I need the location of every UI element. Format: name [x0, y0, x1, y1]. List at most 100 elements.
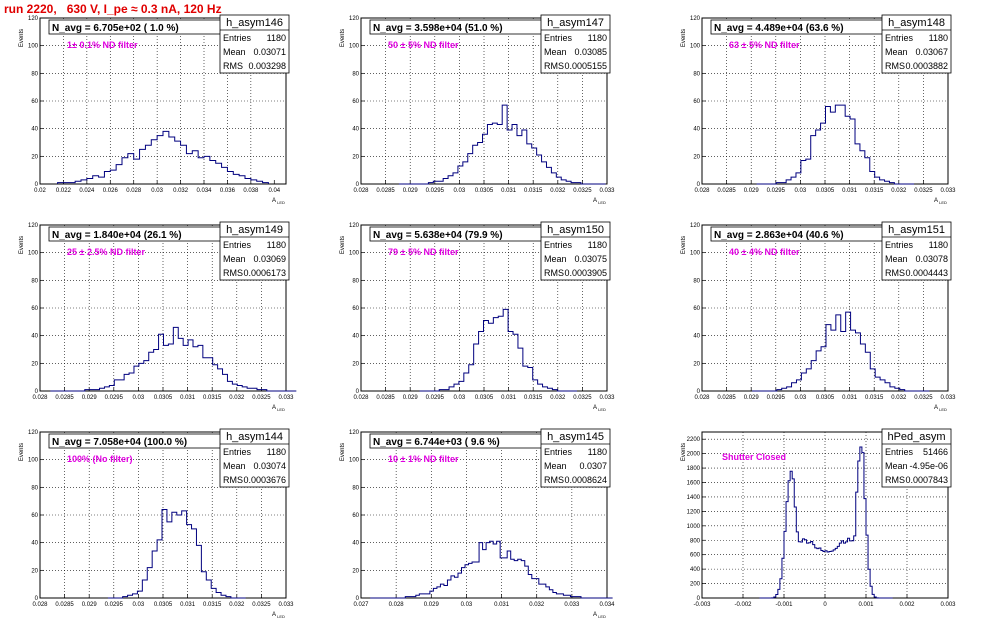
- x-tick-label: 0.033: [599, 395, 615, 401]
- y-tick-label: 120: [349, 430, 360, 436]
- x-tick-label: 0.031: [842, 395, 858, 401]
- stats-label: Mean: [223, 47, 246, 57]
- x-tick-label: 0.03: [454, 188, 466, 194]
- panel-hPed_asym: -0.003 -0.002 -0.001 0 0.001 0.002 0.003 0 200 40…: [681, 428, 956, 608]
- stats-label: Entries: [885, 33, 914, 43]
- y-tick-label: 40: [352, 334, 359, 340]
- stats-value: 0.0307: [579, 461, 607, 471]
- x-tick-label: 0.0305: [475, 188, 494, 194]
- x-tick-label: 0.0315: [865, 188, 884, 194]
- x-axis-label: A LED: [593, 612, 606, 619]
- y-tick-label: 120: [28, 16, 39, 22]
- stats-label: Mean: [223, 254, 246, 264]
- stats-label: Mean: [544, 254, 567, 264]
- x-tick-label: 0.029: [82, 602, 98, 608]
- x-tick-label: 0.032: [550, 188, 566, 194]
- navg-label: N_avg = 2.863e+04 (40.6 %): [714, 230, 844, 241]
- x-tick-label: 0.0295: [767, 395, 786, 401]
- y-tick-label: 60: [352, 99, 359, 105]
- x-tick-label: 0.03: [151, 188, 163, 194]
- x-tick-label: 0.029: [403, 188, 419, 194]
- x-tick-label: 0.031: [501, 395, 517, 401]
- y-tick-label: 120: [690, 16, 701, 22]
- stats-value: 1180: [267, 33, 286, 43]
- x-axis-label: A LED: [272, 612, 285, 619]
- stats-label: Entries: [544, 33, 573, 43]
- y-tick-label: 20: [693, 154, 700, 160]
- stats-label: RMS: [223, 61, 243, 71]
- x-tick-label: 0.0285: [55, 395, 74, 401]
- y-tick-label: 20: [352, 154, 359, 160]
- y-tick-label: 400: [690, 567, 701, 573]
- x-tick-label: 0.0315: [524, 395, 543, 401]
- x-tick-label: 0.03: [461, 602, 473, 608]
- x-tick-label: -0.001: [775, 602, 793, 608]
- x-tick-label: 0.028: [353, 188, 369, 194]
- x-tick-label: 0.032: [891, 188, 907, 194]
- navg-label: N_avg = 1.840e+04 (26.1 %): [52, 230, 182, 241]
- stats-value: 1180: [588, 240, 607, 250]
- y-tick-label: 100: [28, 458, 39, 464]
- x-tick-label: 0.029: [424, 602, 440, 608]
- histogram-line: [107, 508, 246, 599]
- y-tick-label: 40: [352, 127, 359, 133]
- navg-label: N_avg = 5.638e+04 (79.9 %): [373, 230, 503, 241]
- x-tick-label: 0.0295: [105, 602, 124, 608]
- panel-h_asym151: 0.028 0.0285 0.029 0.0295 0.03 0.0305 0.031 0.0…: [681, 221, 956, 412]
- y-tick-label: 0: [697, 389, 701, 395]
- y-tick-label: 20: [352, 568, 359, 574]
- x-tick-label: 0.031: [180, 602, 196, 608]
- x-tick-label: 0.024: [79, 188, 95, 194]
- stats-label: Entries: [885, 240, 914, 250]
- stats-value: 0.03071: [253, 47, 286, 57]
- y-tick-label: 20: [31, 568, 38, 574]
- y-tick-label: 40: [31, 127, 38, 133]
- y-axis-label: Events: [19, 29, 25, 47]
- x-tick-label: 0.0285: [376, 395, 395, 401]
- y-tick-label: 40: [352, 541, 359, 547]
- stats-box: [540, 14, 611, 74]
- x-tick-label: 0.0325: [573, 188, 592, 194]
- x-tick-label: 0.0285: [717, 188, 736, 194]
- y-tick-label: 0: [697, 182, 701, 188]
- navg-label: N_avg = 6.705e+02 ( 1.0 %): [52, 23, 179, 34]
- stats-label: Mean: [885, 461, 908, 471]
- stats-label: Entries: [885, 447, 914, 457]
- y-tick-label: 80: [31, 485, 38, 491]
- y-tick-label: 1200: [687, 509, 701, 515]
- histogram-line: [57, 130, 269, 184]
- x-tick-label: 0.028: [694, 395, 710, 401]
- x-tick-label: 0.026: [103, 188, 119, 194]
- x-tick-label: 0.0285: [55, 602, 74, 608]
- x-tick-label: 0.02: [34, 188, 46, 194]
- y-tick-label: 20: [31, 361, 38, 367]
- y-tick-label: 0: [35, 389, 39, 395]
- x-tick-label: 0: [823, 602, 827, 608]
- stats-value: 51466: [923, 447, 948, 457]
- histogram-name: h_asym149: [226, 224, 283, 236]
- stats-value: 0.003298: [248, 61, 286, 71]
- x-tick-label: 0.001: [858, 602, 874, 608]
- histogram-name: h_asym145: [547, 431, 604, 443]
- y-tick-label: 80: [352, 278, 359, 284]
- histogram-line: [50, 326, 297, 392]
- x-tick-label: 0.032: [891, 395, 907, 401]
- y-tick-label: 100: [690, 251, 701, 257]
- stats-value: 0.0007843: [905, 475, 948, 485]
- histogram-line: [759, 446, 893, 599]
- x-tick-label: 0.03: [795, 188, 807, 194]
- y-tick-label: 1400: [687, 495, 701, 501]
- x-tick-label: 0.0285: [376, 188, 395, 194]
- y-tick-label: 600: [690, 553, 701, 559]
- filter-label: 100% (No filter): [67, 454, 133, 464]
- y-tick-label: 0: [356, 182, 360, 188]
- stats-label: Entries: [223, 447, 252, 457]
- x-tick-label: 0.0295: [105, 395, 124, 401]
- y-tick-label: 80: [352, 71, 359, 77]
- y-tick-label: 120: [28, 430, 39, 436]
- y-tick-label: 1800: [687, 466, 701, 472]
- x-tick-label: 0.033: [940, 188, 956, 194]
- y-axis-label: Events: [340, 443, 346, 461]
- x-tick-label: 0.028: [694, 188, 710, 194]
- x-axis-label: A LED: [593, 405, 606, 412]
